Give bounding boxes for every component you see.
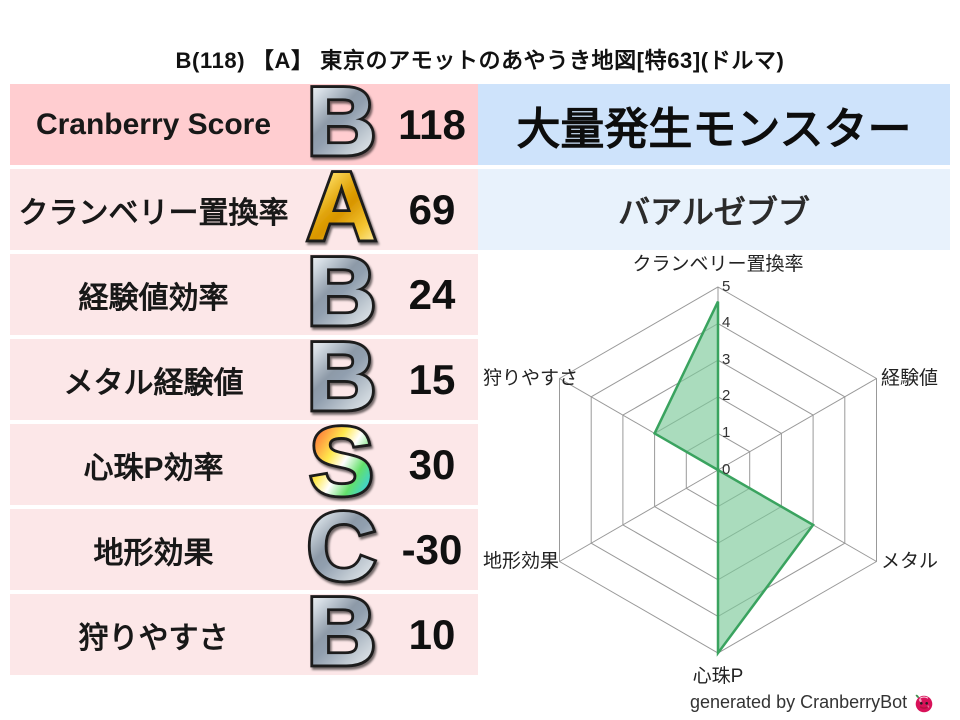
svg-text:5: 5 bbox=[722, 278, 730, 295]
svg-text:0: 0 bbox=[722, 461, 730, 478]
svg-text:メタル: メタル bbox=[881, 550, 938, 572]
svg-text:心珠P: 心珠P bbox=[693, 665, 744, 687]
svg-text:狩りやすさ: 狩りやすさ bbox=[483, 367, 578, 389]
svg-text:クランベリー置換率: クランベリー置換率 bbox=[632, 253, 803, 275]
svg-text:4: 4 bbox=[722, 314, 730, 331]
svg-text:1: 1 bbox=[722, 424, 730, 441]
svg-text:2: 2 bbox=[722, 387, 730, 404]
svg-text:3: 3 bbox=[722, 351, 730, 368]
svg-text:経験値: 経験値 bbox=[881, 367, 938, 389]
svg-text:地形効果: 地形効果 bbox=[483, 550, 559, 572]
